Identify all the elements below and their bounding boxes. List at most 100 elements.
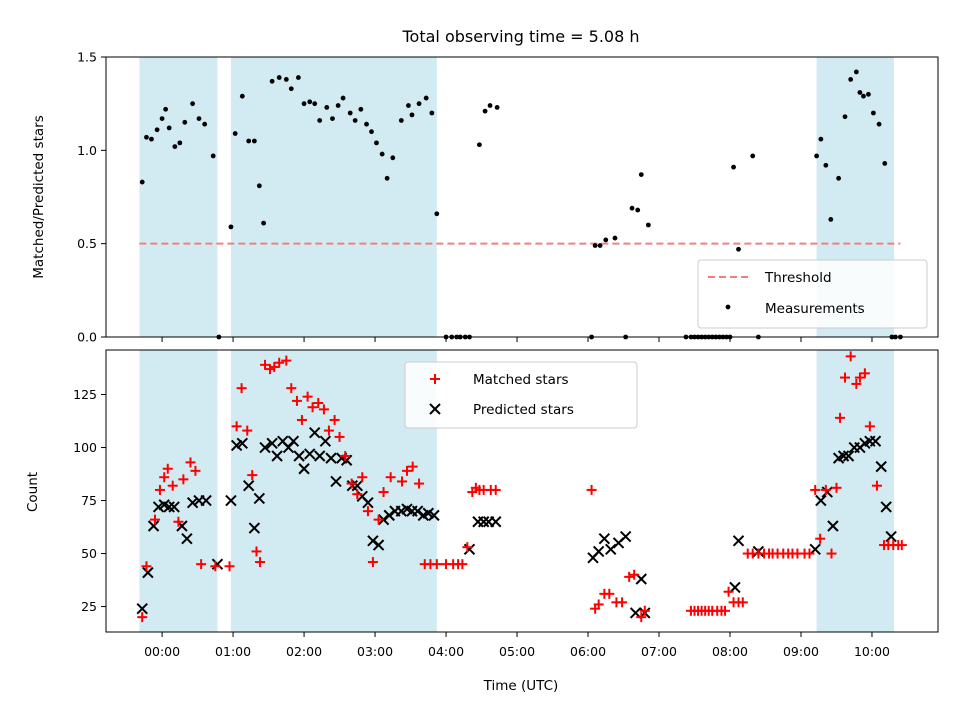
- ratio-panel: 0.0 0.5 1.0 1.5 Matched/Predicted stars Thr…: [31, 50, 939, 345]
- matched-point: [357, 472, 368, 483]
- predicted-point: [168, 501, 180, 513]
- matched-point: [162, 463, 173, 474]
- x-tick-label: 10:00: [854, 644, 890, 659]
- measurement-point: [409, 112, 415, 118]
- measurement-point: [736, 246, 741, 252]
- measurement-point: [731, 164, 736, 170]
- predicted-point: [428, 509, 440, 522]
- ratio-y-tick-label: 0.0: [77, 330, 97, 345]
- predicted-point: [869, 435, 882, 447]
- predicted-point: [592, 545, 605, 558]
- matched-point: [629, 569, 640, 580]
- matched-point: [815, 533, 826, 544]
- measurement-points: [139, 69, 903, 340]
- measurement-point: [261, 220, 266, 226]
- matched-point: [431, 559, 442, 570]
- ratio-y-tick-label: 1.0: [77, 143, 97, 158]
- matched-legend-swatch: [430, 374, 440, 384]
- measurement-point: [482, 108, 488, 114]
- predicted-point: [319, 435, 332, 447]
- matched-point: [323, 425, 334, 436]
- ratio-x-ticks: [161, 337, 873, 342]
- measurement-point: [347, 110, 353, 116]
- matched-point: [247, 470, 258, 481]
- measurement-point: [196, 116, 202, 121]
- measurement-point: [352, 118, 358, 123]
- measurement-point: [358, 106, 364, 112]
- matched-point: [373, 514, 384, 525]
- predicted-point: [815, 494, 827, 507]
- matched-point: [636, 612, 647, 623]
- measurement-point: [330, 116, 335, 121]
- matched-point: [251, 546, 262, 557]
- predicted-point: [293, 450, 305, 462]
- matched-point: [231, 421, 242, 432]
- predicted-point: [732, 535, 745, 547]
- measurement-point: [861, 93, 866, 99]
- count-y-tick-label: 75: [81, 493, 97, 508]
- predicted-point: [330, 475, 342, 488]
- x-tick-label: 00:00: [144, 644, 180, 659]
- measurements-legend-swatch: [725, 304, 731, 310]
- ratio-y-axis: 0.0 0.5 1.0 1.5: [77, 50, 106, 345]
- measurement-point: [335, 103, 341, 108]
- measurement-point: [434, 211, 440, 217]
- observing-window-bottom-1: [230, 350, 437, 632]
- measurement-point: [317, 118, 323, 123]
- predicted-point: [181, 532, 193, 545]
- count-y-axis: 25 50 75 100 125: [73, 387, 106, 614]
- matched-point: [378, 487, 389, 498]
- predicted-point: [821, 486, 833, 498]
- matched-point: [720, 605, 731, 616]
- predicted-point: [186, 496, 199, 509]
- predicted-point: [598, 532, 611, 545]
- matched-point: [149, 514, 160, 525]
- measurement-point: [823, 162, 829, 168]
- measurement-point: [177, 140, 183, 146]
- measurement-point: [635, 207, 641, 213]
- measurement-point: [374, 140, 379, 146]
- matched-point: [190, 465, 201, 476]
- measurement-point: [379, 151, 385, 157]
- matched-point: [831, 482, 842, 493]
- measurement-point: [256, 183, 262, 189]
- predicted-point: [309, 426, 321, 439]
- measurement-point: [246, 138, 252, 144]
- measurement-point: [210, 153, 216, 159]
- threshold-legend-label: Threshold: [764, 270, 832, 286]
- predicted-legend-swatch: [429, 403, 441, 415]
- matched-point: [224, 561, 235, 572]
- measurement-point: [159, 116, 165, 121]
- predicted-point: [200, 494, 212, 507]
- measurement-point: [288, 86, 294, 92]
- matched-point: [210, 561, 221, 572]
- matched-point: [334, 431, 345, 442]
- x-tick-label: 03:00: [357, 644, 393, 659]
- matched-point: [242, 425, 253, 436]
- matched-point: [313, 398, 324, 409]
- matched-point: [346, 478, 357, 489]
- ratio-y-tick-label: 0.5: [77, 236, 97, 251]
- measurement-point: [269, 78, 275, 84]
- measurement-point: [814, 153, 820, 159]
- measurement-point: [882, 161, 888, 166]
- chart-title: Total observing time = 5.08 h: [401, 27, 639, 46]
- measurement-point: [429, 110, 435, 116]
- predicted-stars-points: [136, 426, 897, 619]
- measurement-point: [612, 235, 618, 241]
- observing-window-top-0: [139, 57, 218, 337]
- matched-point: [329, 414, 340, 425]
- matched-point: [340, 451, 351, 462]
- matched-point: [318, 404, 329, 415]
- predicted-point: [163, 501, 175, 513]
- matched-point: [871, 480, 882, 491]
- measurement-point: [166, 125, 172, 131]
- x-axis-label: Time (UTC): [483, 678, 559, 694]
- matched-point: [864, 421, 875, 432]
- matched-point: [286, 383, 297, 394]
- predicted-point: [490, 516, 502, 528]
- observing-windows-top: [139, 57, 894, 337]
- ratio-legend-box: [697, 259, 928, 329]
- predicted-legend-label: Predicted stars: [473, 402, 574, 418]
- predicted-point: [236, 437, 249, 450]
